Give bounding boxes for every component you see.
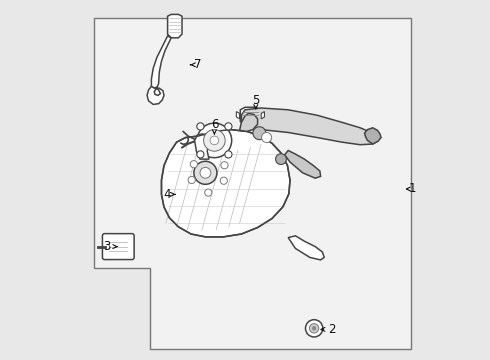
Text: 5: 5 — [252, 94, 260, 107]
Polygon shape — [151, 36, 171, 88]
Text: 1: 1 — [409, 183, 416, 195]
Circle shape — [194, 161, 217, 184]
Circle shape — [220, 177, 227, 184]
Circle shape — [262, 132, 271, 143]
Polygon shape — [240, 113, 258, 131]
Circle shape — [312, 327, 316, 330]
Polygon shape — [242, 108, 378, 145]
Circle shape — [197, 151, 204, 158]
Text: 6: 6 — [211, 118, 218, 131]
Polygon shape — [94, 18, 411, 349]
Circle shape — [221, 162, 228, 169]
Circle shape — [188, 176, 196, 184]
Polygon shape — [261, 112, 265, 119]
Polygon shape — [285, 150, 320, 178]
Circle shape — [275, 154, 286, 165]
Polygon shape — [288, 236, 324, 260]
Polygon shape — [168, 14, 182, 38]
Circle shape — [305, 320, 323, 337]
Polygon shape — [236, 112, 240, 119]
Circle shape — [225, 151, 232, 158]
Circle shape — [204, 130, 225, 151]
Polygon shape — [187, 159, 227, 192]
Polygon shape — [147, 86, 164, 104]
Circle shape — [205, 189, 212, 196]
Circle shape — [210, 136, 219, 145]
Polygon shape — [240, 107, 261, 124]
Text: 4: 4 — [164, 188, 171, 201]
Circle shape — [197, 123, 232, 158]
Circle shape — [310, 324, 319, 333]
Circle shape — [200, 167, 211, 178]
Polygon shape — [195, 134, 209, 159]
FancyBboxPatch shape — [102, 234, 134, 260]
Polygon shape — [365, 128, 381, 144]
Circle shape — [253, 127, 266, 140]
Text: 2: 2 — [328, 323, 335, 336]
Circle shape — [197, 123, 204, 130]
Circle shape — [190, 161, 197, 168]
Text: 7: 7 — [195, 58, 202, 71]
Text: 3: 3 — [103, 240, 110, 253]
Polygon shape — [162, 130, 290, 237]
Circle shape — [225, 123, 232, 130]
